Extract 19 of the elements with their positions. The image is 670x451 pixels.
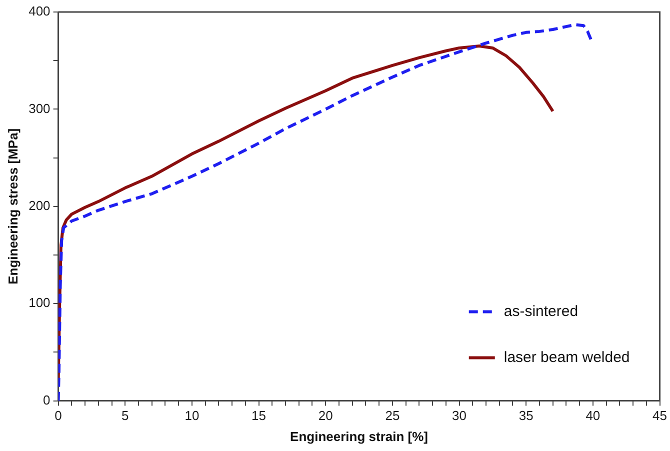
y-tick-label: 200 — [28, 198, 50, 213]
x-tick-label: 20 — [318, 408, 333, 424]
x-tick-label: 30 — [452, 408, 467, 424]
y-tick-label: 100 — [28, 295, 50, 310]
y-tick-label: 400 — [28, 4, 50, 19]
x-tick-label: 40 — [586, 408, 600, 424]
x-tick-label: 15 — [252, 408, 266, 424]
y-tick-label: 0 — [43, 392, 50, 408]
legend-label: laser beam welded — [504, 348, 630, 366]
x-tick-label: 10 — [184, 408, 200, 424]
legend-label: as-sintered — [504, 302, 578, 320]
x-tick-label: 45 — [652, 408, 668, 424]
x-axis-title: Engineering strain [%] — [290, 428, 428, 444]
y-axis-title: Engineering stress [MPa] — [5, 128, 20, 284]
x-tick-label: 35 — [518, 408, 534, 424]
x-tick-label: 25 — [385, 408, 400, 424]
y-tick-label: 300 — [28, 100, 50, 116]
x-tick-label: 5 — [122, 408, 129, 424]
x-tick-label: 0 — [54, 408, 62, 424]
